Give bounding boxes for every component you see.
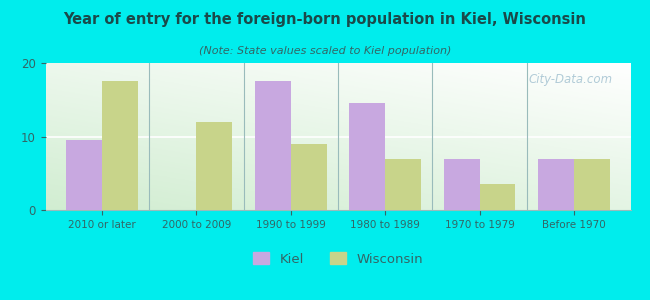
Legend: Kiel, Wisconsin: Kiel, Wisconsin	[248, 247, 428, 271]
Text: (Note: State values scaled to Kiel population): (Note: State values scaled to Kiel popul…	[199, 46, 451, 56]
Bar	[385, 158, 421, 210]
Bar	[66, 140, 102, 210]
Bar	[255, 81, 291, 210]
Bar	[196, 122, 232, 210]
Bar	[291, 144, 327, 210]
Text: City-Data.com: City-Data.com	[529, 73, 613, 86]
Bar	[444, 158, 480, 210]
Bar	[574, 158, 610, 210]
Text: Year of entry for the foreign-born population in Kiel, Wisconsin: Year of entry for the foreign-born popul…	[64, 12, 586, 27]
Bar	[538, 158, 574, 210]
Bar	[349, 103, 385, 210]
Bar	[480, 184, 515, 210]
Bar	[102, 81, 138, 210]
